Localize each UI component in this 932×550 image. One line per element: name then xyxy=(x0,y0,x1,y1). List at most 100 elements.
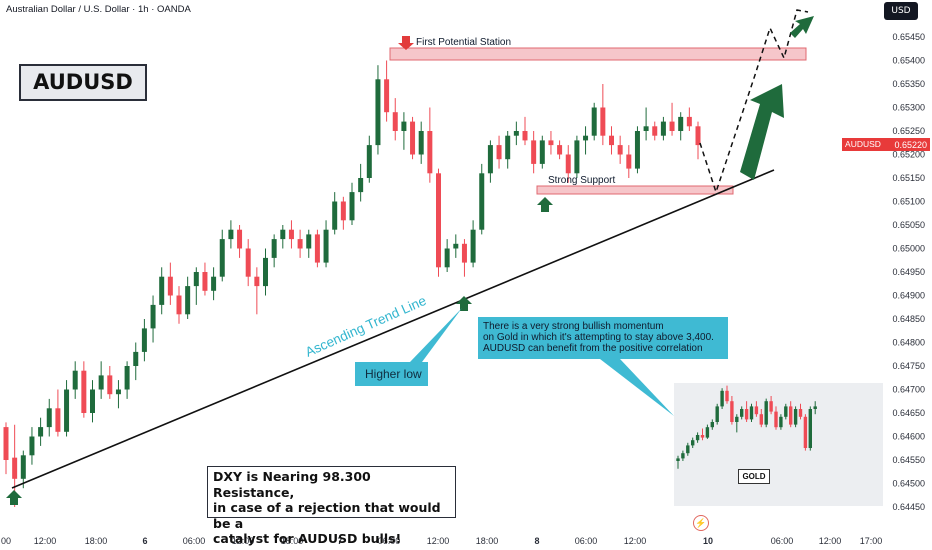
time-tick-label: 12:00 xyxy=(232,536,255,546)
candle-body xyxy=(600,107,606,136)
last-price-tag: AUDUSD xyxy=(842,138,884,151)
higher-low-up-arrow-icon xyxy=(456,296,472,311)
time-tick-label: 12:00 xyxy=(624,536,647,546)
price-tick-label: 0.64700 xyxy=(892,385,925,395)
candle-body xyxy=(557,145,563,155)
price-axis[interactable]: 0.65450 0.65400 0.65350 0.65300 0.65250 0.652… xyxy=(883,0,932,550)
price-tick-label: 0.64650 xyxy=(892,408,925,418)
candle-body xyxy=(159,276,165,305)
candle-body xyxy=(609,135,614,146)
resistance-zone xyxy=(389,47,807,61)
tradingview-logo-icon[interactable]: ⚡ xyxy=(693,515,709,531)
price-tick-label: 0.65450 xyxy=(892,32,925,42)
price-tick-label: 0.64450 xyxy=(892,502,925,512)
gold-candle-body xyxy=(686,445,690,454)
candle-body xyxy=(626,154,632,169)
time-tick-label: 12:00 xyxy=(819,536,842,546)
candle-body xyxy=(384,79,390,113)
price-tick-label: 0.64900 xyxy=(892,291,925,301)
time-tick-label: 06:00 xyxy=(575,536,598,546)
gold-candle-body xyxy=(759,414,763,425)
candle-body xyxy=(167,276,173,296)
candle-body xyxy=(565,154,571,174)
origin-up-arrow-icon xyxy=(6,490,22,505)
price-tick-label: 0.65100 xyxy=(892,197,925,207)
higher-low-callout xyxy=(355,362,428,386)
strong-support-label: Strong Support xyxy=(548,175,616,186)
price-tick-label: 0.65050 xyxy=(892,220,925,230)
support-up-arrow-icon xyxy=(537,197,553,212)
candle-body xyxy=(202,272,208,291)
candle-body xyxy=(20,455,26,479)
gold-candle-body xyxy=(803,416,808,448)
gold-note-line-1: There is a very strong bullish momentum xyxy=(483,321,664,332)
time-tick-label: 18:00 xyxy=(281,536,304,546)
gold-candle-body xyxy=(749,406,754,420)
candle-body xyxy=(505,135,511,160)
last-price-symbol: AUDUSD xyxy=(845,139,881,149)
candle-body xyxy=(29,436,35,456)
higher-low-callout-pointer xyxy=(410,308,462,362)
time-axis[interactable]: 00 12:00 18:00 6 06:00 12:00 18:00 7 06:00 12:00 1… xyxy=(1,536,882,546)
candle-body xyxy=(124,366,130,390)
candle-body xyxy=(254,276,260,287)
candle-body xyxy=(695,126,701,146)
gold-candle-body xyxy=(720,390,724,407)
gold-note-callout xyxy=(478,317,728,359)
candle-body xyxy=(219,239,225,277)
last-price-axis-tag xyxy=(884,138,930,151)
candle-body xyxy=(444,248,450,268)
candle-body xyxy=(245,248,251,277)
candle-body xyxy=(531,140,537,164)
gold-candle-body xyxy=(769,401,773,412)
gold-candle-body xyxy=(784,406,788,417)
currency-badge[interactable]: USD xyxy=(884,2,918,20)
candle-body xyxy=(617,145,623,155)
candles xyxy=(3,60,701,507)
candle-body xyxy=(427,131,433,174)
price-tick-label: 0.65350 xyxy=(892,79,925,89)
gold-candle-body xyxy=(793,409,798,425)
price-tick-label: 0.64850 xyxy=(892,314,925,324)
candle-body xyxy=(150,304,156,329)
higher-low-label: Higher low xyxy=(365,367,422,381)
candle-body xyxy=(496,145,502,160)
gold-candle-body xyxy=(715,406,719,422)
projection-path xyxy=(699,9,809,195)
last-price-value: 0.65220 xyxy=(894,140,927,150)
candle-body xyxy=(297,239,303,249)
gold-candle-body xyxy=(691,440,695,446)
candle-body xyxy=(358,178,364,193)
candle-body xyxy=(90,389,95,413)
time-tick-label: 17:00 xyxy=(860,536,883,546)
candle-body xyxy=(107,375,113,395)
price-tick-label: 0.64750 xyxy=(892,361,925,371)
candle-body xyxy=(487,145,493,174)
time-tick-label: 8 xyxy=(534,536,539,546)
time-tick-label: 00 xyxy=(1,536,11,546)
dxy-note-box: DXY is Nearing 98.300 Resistance, in cas… xyxy=(207,466,456,546)
time-tick-label: 12:00 xyxy=(427,536,450,546)
time-tick-label: 06:00 xyxy=(771,536,794,546)
candle-body xyxy=(548,140,554,146)
gold-candle-body xyxy=(705,427,710,438)
gold-candle-body xyxy=(764,401,768,425)
gold-candle-body xyxy=(798,409,803,417)
candle-body xyxy=(314,234,320,263)
gold-candle-body xyxy=(744,409,749,420)
candle-body xyxy=(574,140,580,174)
gold-inset-background xyxy=(674,383,884,506)
dxy-note-line-3: catalyst for AUDUSD bulls! xyxy=(213,531,402,546)
symbol-label: AUDUSD xyxy=(33,70,133,94)
dxy-note-line-2: in case of a rejection that would be a xyxy=(213,500,441,531)
candle-body xyxy=(470,229,476,263)
price-tick-label: 0.64550 xyxy=(892,455,925,465)
gold-candle-body xyxy=(676,458,680,461)
candle-body xyxy=(453,243,459,249)
candle-body xyxy=(461,243,467,263)
candle-body xyxy=(401,121,407,131)
candle-body xyxy=(38,427,44,437)
candle-body xyxy=(55,408,61,432)
